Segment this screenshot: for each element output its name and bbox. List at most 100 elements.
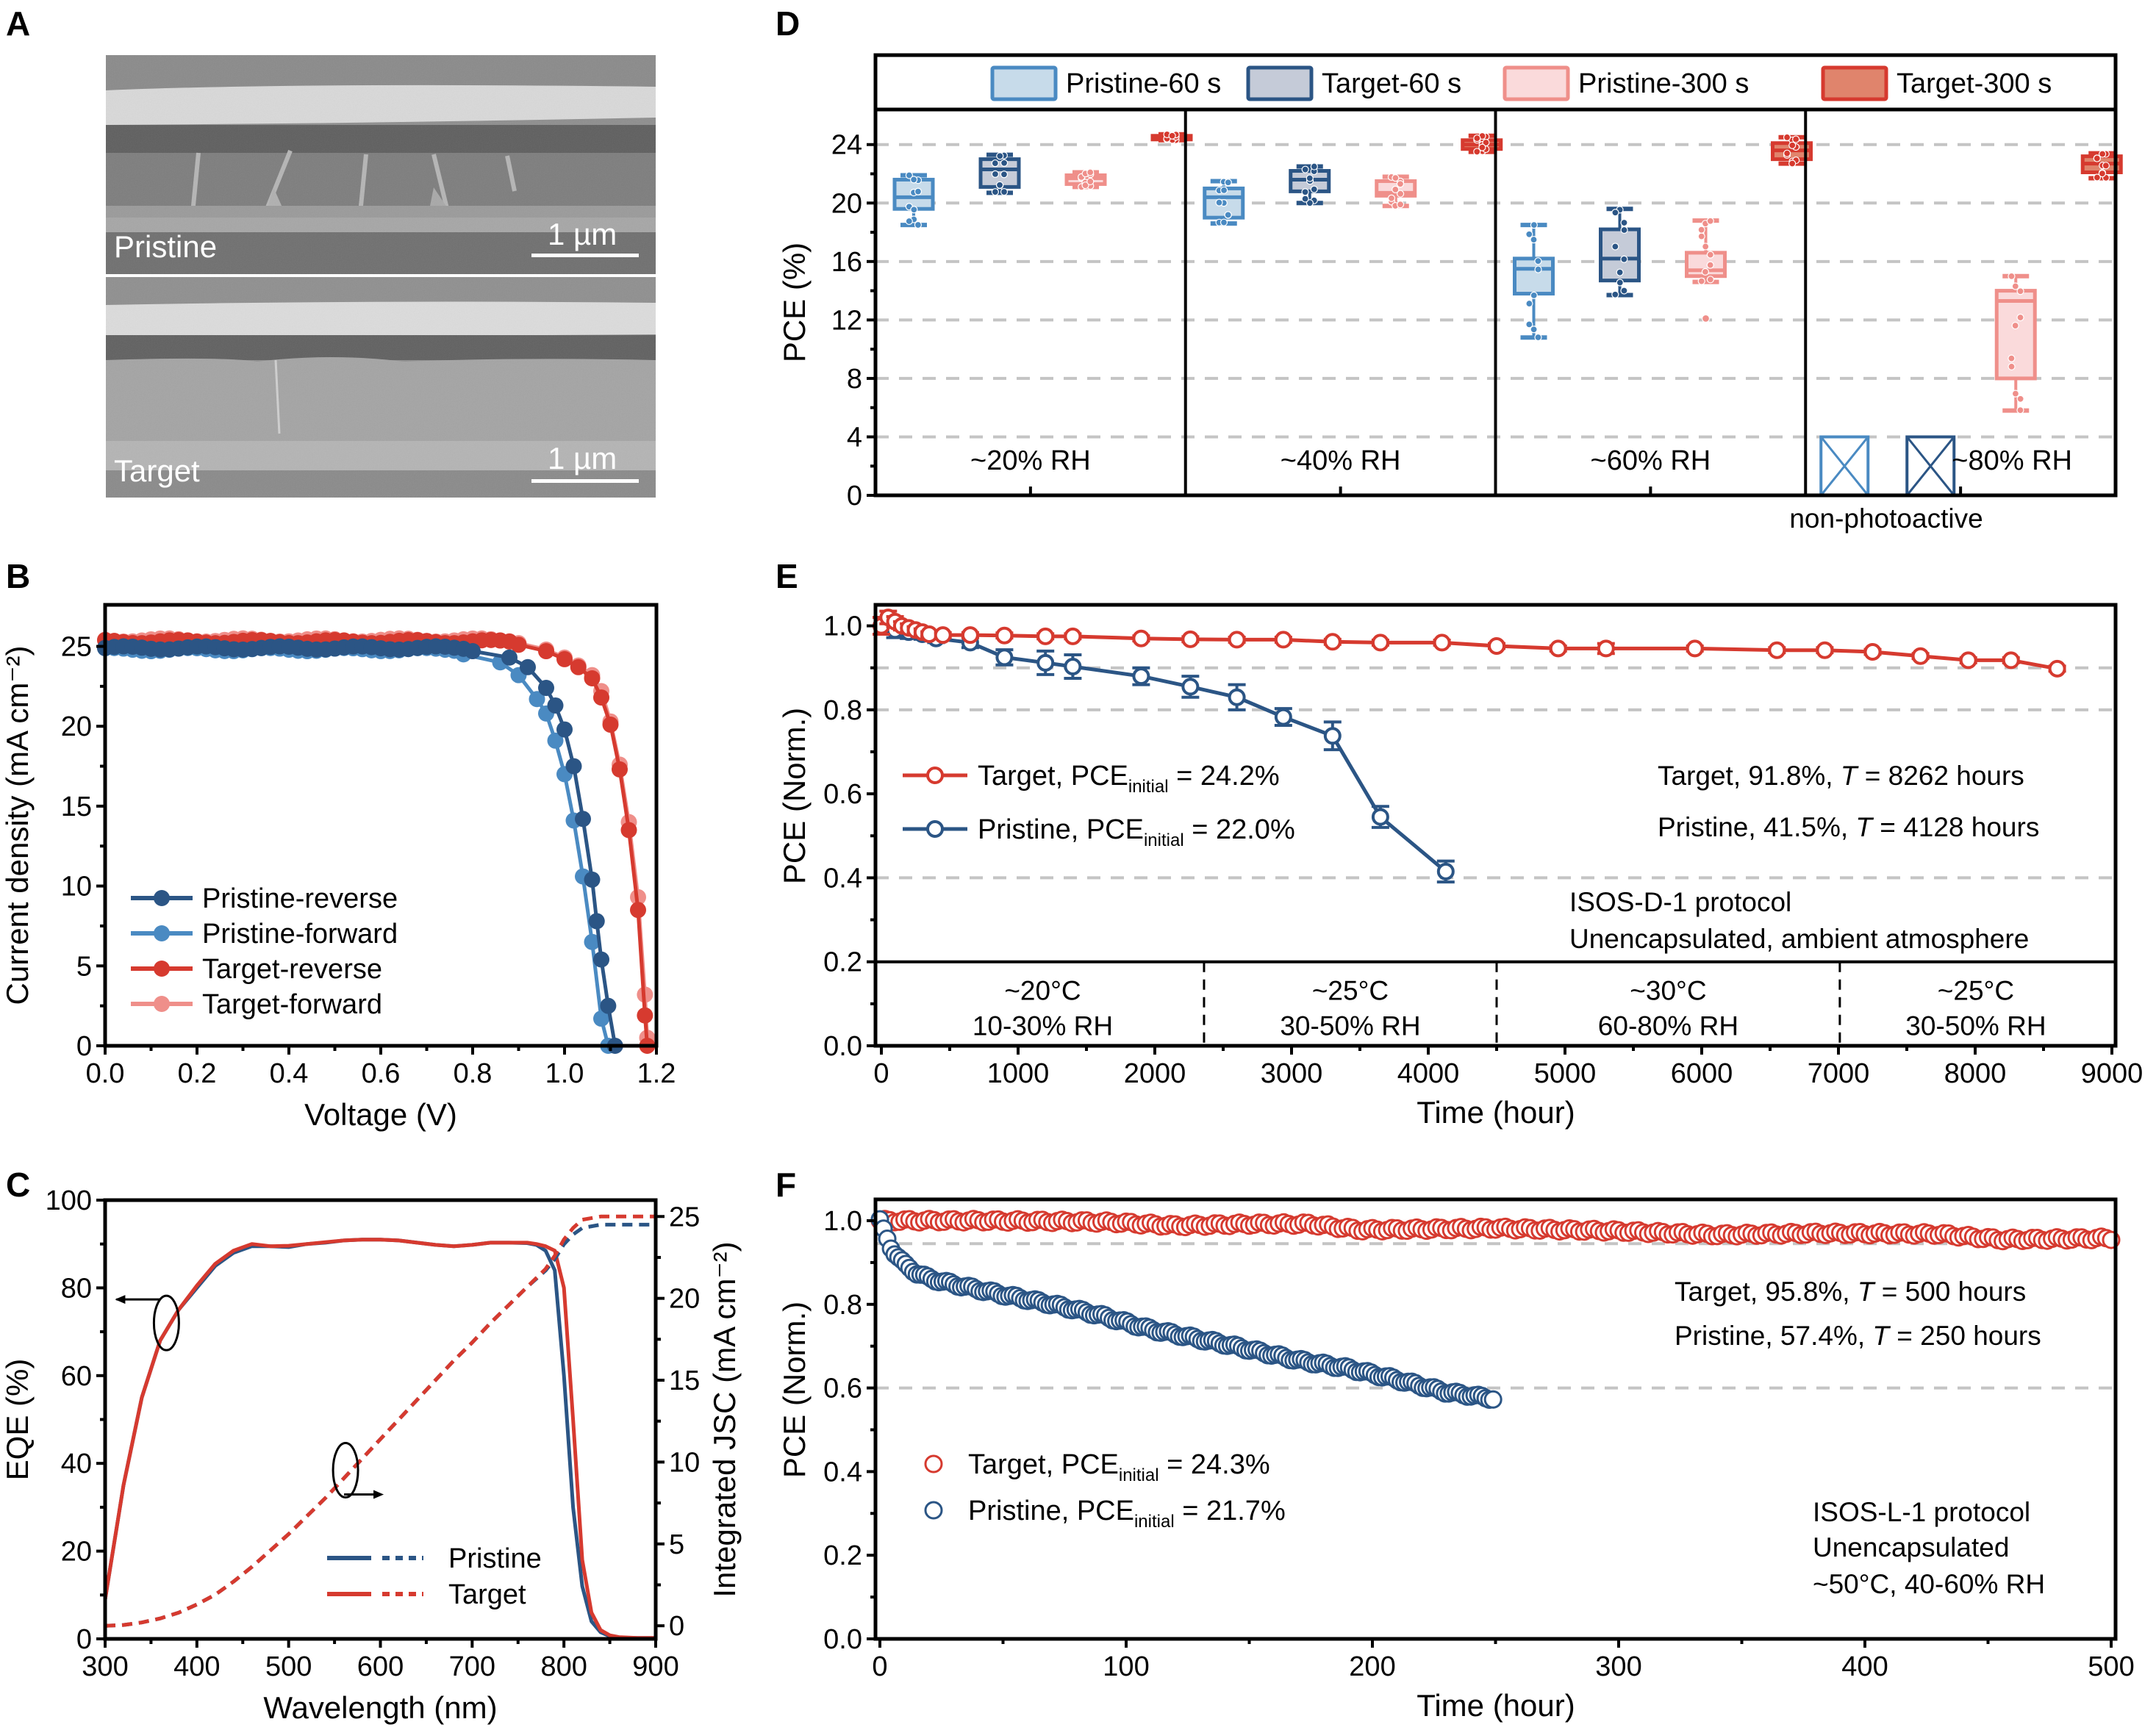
data-point [1306, 199, 1314, 207]
label-subscript: initial [1134, 1512, 1175, 1532]
data-point [1168, 132, 1176, 140]
scale-bar-pristine [531, 254, 639, 257]
x-tick-label: 600 [357, 1651, 404, 1682]
y-tick-label: 100 [46, 1185, 92, 1216]
y-tick-label: 5 [76, 951, 92, 982]
data-point [1706, 217, 1714, 225]
y-tick-label: 0 [76, 1031, 92, 1062]
data-point [1310, 185, 1318, 193]
data-point [1620, 255, 1628, 263]
legend-label: Pristine-60 s [1066, 68, 1221, 99]
annotation-target: Target, 91.8%, T = 8262 hours [1658, 761, 2024, 791]
data-point-target [1911, 647, 1930, 665]
annotation-conditions: Unencapsulated, ambient atmosphere [1569, 924, 2029, 954]
x-tick-label: 9000 [2081, 1058, 2144, 1089]
label-main: Target, PCE [978, 761, 1128, 792]
data-point [1306, 174, 1314, 182]
condition-temp: ~25°C [1938, 976, 2014, 1006]
sem-label-pristine: Pristine [114, 229, 217, 264]
data-point [1701, 268, 1710, 276]
y-tick-label: 20 [61, 711, 92, 742]
data-point [914, 220, 923, 229]
data-point-target-reverse [510, 636, 527, 653]
panel-label-c: C [6, 1166, 30, 1204]
legend-swatch [990, 65, 1058, 101]
data-point [1301, 195, 1309, 203]
data-point [1706, 276, 1714, 284]
annotation-part: = 4128 hours [1872, 812, 2039, 842]
data-point-target [1959, 651, 1977, 670]
x-tick-label: 400 [1841, 1651, 1888, 1682]
data-point [1616, 279, 1624, 287]
data-point-target-reverse [630, 902, 646, 919]
data-point [1697, 232, 1705, 240]
data-point [1611, 243, 1619, 251]
panel-f-stability-light: 0 100 200 300 400 500 0.0 0.2 0.4 0.6 0.8 1.0 Time (… [777, 1197, 2135, 1723]
annotation-target: Target, 95.8%, T = 500 hours [1675, 1277, 2026, 1307]
x-tick-label: 7000 [1808, 1058, 1870, 1089]
data-point [2016, 406, 2024, 414]
data-point-target [1863, 643, 1882, 661]
y-right-tick-label: 25 [669, 1202, 700, 1232]
data-point [2011, 390, 2020, 398]
legend-label: Pristine-forward [202, 919, 398, 950]
data-point [2016, 395, 2024, 403]
panel-label-e: E [776, 557, 798, 595]
data-point-target [1597, 639, 1615, 658]
data-point [2093, 154, 2101, 162]
data-point [1397, 190, 1405, 198]
x-tick-label: 500 [265, 1651, 312, 1682]
y-tick-label: 0.0 [823, 1031, 862, 1062]
data-point [1783, 149, 1791, 157]
annotation-part: = 8262 hours [1857, 761, 2024, 791]
data-point-target [1371, 634, 1389, 652]
x-tick-label: 3000 [1261, 1058, 1323, 1089]
data-point-pristine-reverse [465, 643, 481, 660]
data-point [1301, 188, 1309, 196]
y-tick-label: 0.6 [823, 779, 862, 810]
x-tick-label: 400 [173, 1651, 220, 1682]
data-point-pristine-reverse [593, 951, 609, 968]
data-point [991, 170, 1000, 178]
annotation-part: = 500 hours [1874, 1277, 2026, 1307]
x-axis-title: Voltage (V) [304, 1097, 457, 1132]
y-tick-label: 20 [831, 188, 862, 219]
annotation-part: Target, 91.8%, [1658, 761, 1841, 791]
condition-rh: 30-50% RH [1905, 1011, 2046, 1041]
label-subscript: initial [1119, 1465, 1159, 1485]
y-tick-label: 1.0 [823, 611, 862, 642]
data-point-target-reverse [584, 670, 601, 686]
data-point [1792, 135, 1800, 143]
data-point [1620, 218, 1628, 227]
data-point-target [1036, 627, 1055, 645]
annotation-conditions: ~50°C, 40-60% RH [1813, 1569, 2045, 1599]
data-point-pristine-reverse [584, 871, 601, 888]
data-point-target [961, 626, 979, 645]
legend-label: Target-reverse [202, 954, 382, 985]
x-tick-label: 300 [1595, 1651, 1641, 1682]
data-point-pristine-forward [593, 1011, 609, 1027]
x-tick-label: 100 [1103, 1651, 1149, 1682]
x-tick-label: 500 [2088, 1651, 2134, 1682]
data-point [1224, 179, 1232, 187]
annotation-part: T [1855, 812, 1874, 842]
annotation-pristine: Pristine, 57.4%, T = 250 hours [1675, 1321, 2041, 1351]
group-label: ~40% RH [1281, 445, 1401, 476]
x-tick-label: 300 [82, 1651, 128, 1682]
data-point [1611, 290, 1619, 298]
legend-marker [926, 820, 944, 838]
data-point [1525, 230, 1533, 238]
legend-label: Target, PCEinitial = 24.2% [978, 761, 1280, 797]
data-point [1525, 299, 1533, 308]
data-point-target [2048, 659, 2066, 678]
sem-divider [106, 274, 656, 277]
data-point-pristine [1274, 708, 1292, 726]
data-point-pristine-reverse [575, 811, 591, 828]
legend-marker [154, 961, 170, 977]
x-tick-label: 0.4 [270, 1058, 309, 1089]
data-point-pristine [1323, 727, 1342, 745]
data-point-pristine-forward [584, 933, 601, 950]
annotation-encapsulation: Unencapsulated [1813, 1532, 2009, 1562]
data-point-target-reverse [538, 643, 554, 660]
data-point [1620, 226, 1628, 234]
